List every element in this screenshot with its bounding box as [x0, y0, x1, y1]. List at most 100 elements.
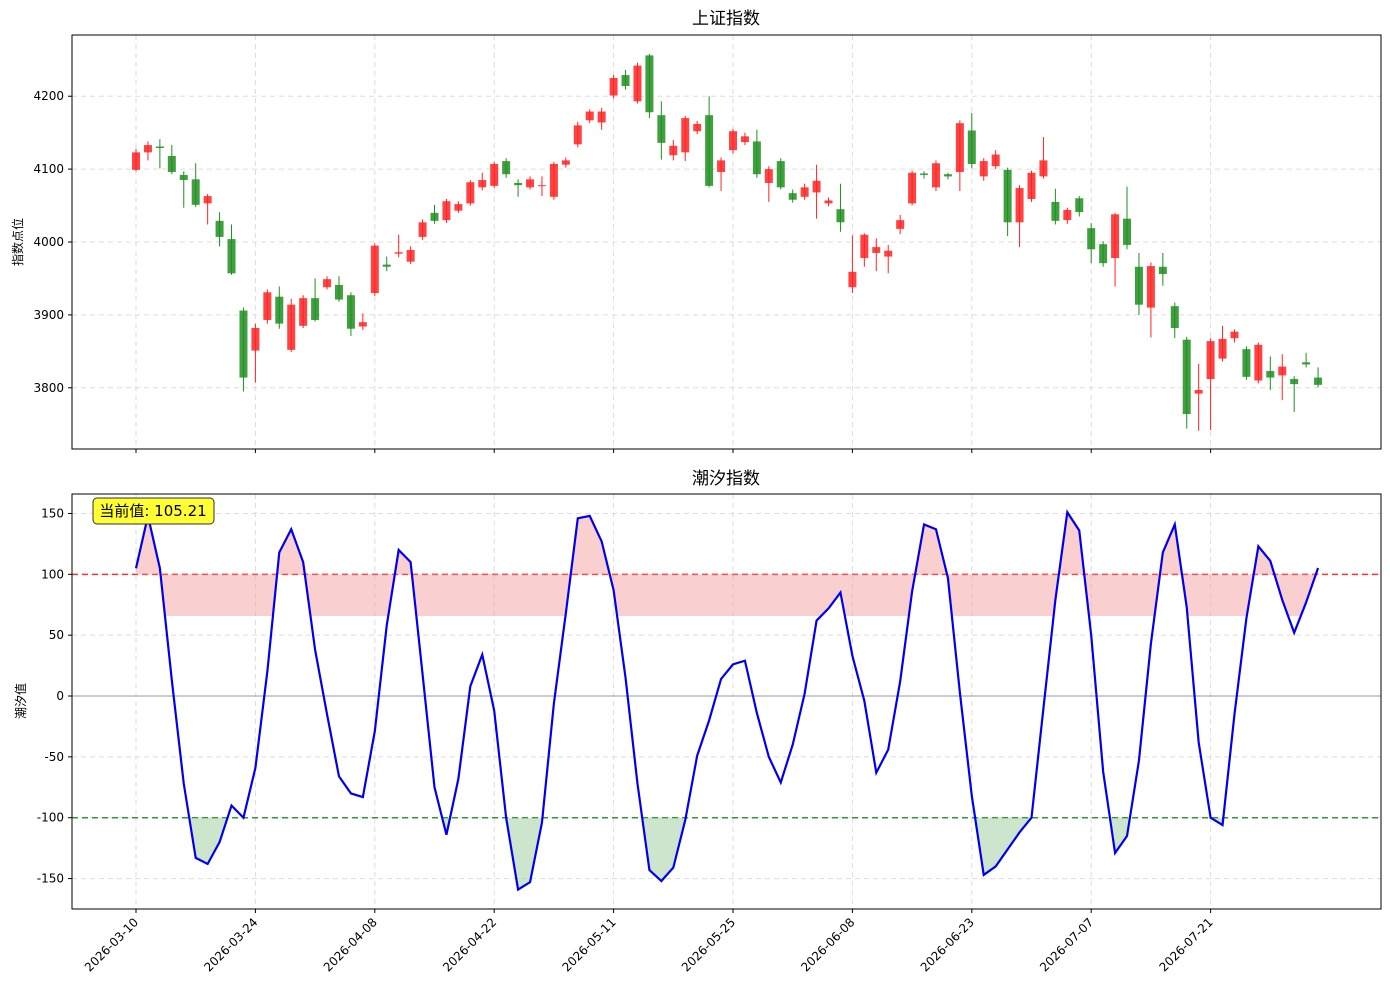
candle-body — [1003, 169, 1012, 223]
y-tick-label: -100 — [37, 811, 64, 825]
candle-body — [537, 185, 546, 187]
plot-frame — [71, 34, 1382, 450]
candle-body — [179, 174, 188, 181]
candle-body — [287, 304, 296, 350]
candle-body — [1039, 160, 1048, 177]
y-axis-label: 指数点位 — [10, 218, 25, 266]
candle-body — [740, 136, 749, 143]
candle-body — [597, 111, 606, 123]
threshold-fill — [136, 512, 1319, 616]
annotation: 当前值: 105.21 — [92, 497, 215, 525]
y-tick-label: 0 — [56, 689, 64, 703]
x-tick-label: 2026-05-11 — [560, 915, 619, 974]
candle-body — [239, 310, 248, 378]
candle-body — [334, 285, 343, 300]
candle-body — [1146, 266, 1155, 308]
candle-body — [800, 187, 809, 197]
candle-body — [191, 179, 200, 205]
candle-body — [991, 154, 1000, 167]
y-tick-label: 4200 — [33, 89, 64, 103]
candle-body — [406, 250, 415, 262]
candle-body — [1123, 218, 1132, 245]
candle-body — [1302, 362, 1311, 365]
y-tick-label: 150 — [41, 506, 64, 520]
chart-title: 上证指数 — [692, 9, 760, 29]
candle-body — [143, 145, 152, 153]
candle-body — [896, 220, 905, 229]
candle-body — [943, 174, 952, 177]
candle-body — [1290, 379, 1299, 385]
candle-body — [514, 182, 523, 186]
candle-body — [1170, 306, 1179, 329]
candle-body — [1099, 244, 1108, 264]
candle-body — [884, 250, 893, 257]
candle-body — [812, 180, 821, 193]
y-tick-label: 3900 — [33, 308, 64, 322]
y-tick-label: 4000 — [33, 235, 64, 249]
candle-body — [681, 118, 690, 153]
candle-body — [1254, 344, 1263, 381]
candle-body — [705, 115, 714, 186]
candle-body — [167, 155, 176, 173]
y-tick-label: 100 — [41, 567, 64, 581]
candle-body — [311, 298, 320, 320]
x-tick-label: 2026-07-21 — [1157, 915, 1216, 974]
candle-body — [1314, 377, 1323, 385]
candle-body — [394, 252, 403, 254]
candle-body — [1134, 266, 1143, 305]
candle-body — [669, 145, 678, 156]
candle-body — [824, 200, 833, 204]
candle-body — [908, 172, 917, 204]
candle-body — [609, 78, 618, 96]
candle-body — [633, 65, 642, 102]
candle-body — [1158, 266, 1167, 275]
candle-body — [430, 212, 439, 221]
y-axis-label: 潮汐值 — [13, 683, 28, 719]
y-tick-label: -150 — [37, 872, 64, 886]
candle-body — [382, 264, 391, 267]
candle-body — [836, 209, 845, 223]
candle-body — [1015, 188, 1024, 223]
candle-body — [1182, 339, 1191, 415]
candle-body — [251, 328, 260, 351]
candle-body — [1218, 338, 1227, 359]
candle-body — [573, 125, 582, 145]
tide-line — [134, 509, 1320, 892]
x-tick-label: 2026-07-07 — [1037, 915, 1096, 974]
candle-body — [621, 75, 630, 87]
candle-body — [466, 182, 475, 204]
candle-body — [1087, 228, 1096, 250]
candle-body — [764, 169, 773, 183]
x-tick-label: 2026-06-23 — [918, 915, 977, 974]
x-tick-label: 2026-04-08 — [321, 915, 380, 974]
threshold-fill — [189, 818, 1224, 890]
candle-body — [657, 115, 666, 143]
x-tick-label: 2026-04-22 — [440, 915, 499, 974]
candle-body — [1278, 366, 1287, 376]
plot-frame — [71, 493, 1382, 910]
candle-body — [645, 55, 654, 113]
candle-body — [227, 239, 236, 274]
candle-body — [955, 123, 964, 173]
candle-body — [490, 164, 499, 186]
candle-body — [979, 161, 988, 177]
candle-body — [967, 130, 976, 165]
candle-body — [1206, 341, 1215, 380]
candle-body — [1230, 331, 1239, 339]
annotation-box — [92, 497, 215, 525]
candle-body — [132, 152, 140, 170]
candle-body — [299, 298, 308, 326]
candle-body — [442, 201, 451, 221]
chart-title: 潮汐指数 — [692, 469, 760, 489]
candle-body — [717, 160, 726, 173]
candle-body — [872, 247, 881, 253]
candle-body — [585, 111, 594, 121]
x-tick-label: 2026-05-25 — [679, 915, 738, 974]
candle-body — [502, 161, 511, 175]
y-tick-label: -50 — [44, 750, 64, 764]
candle-body — [454, 204, 463, 211]
candle-body — [729, 131, 737, 151]
candle-body — [203, 196, 212, 204]
y-tick-label: 3800 — [33, 381, 64, 395]
candle-body — [1266, 371, 1275, 378]
